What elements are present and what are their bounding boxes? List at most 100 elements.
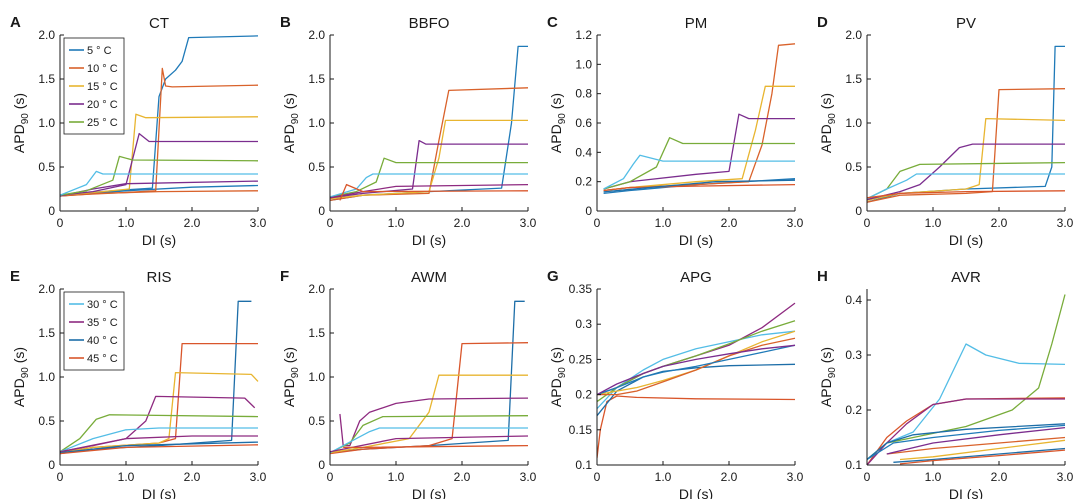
y-tick-label: 0.5 bbox=[38, 414, 55, 428]
y-tick-label: 0.4 bbox=[575, 145, 592, 159]
y-axis-label: APD90 (s) bbox=[11, 347, 31, 407]
series-line-2 bbox=[330, 374, 528, 454]
x-tick-label: 0 bbox=[594, 470, 601, 484]
panel-C: 0 1.0 2.0 3.0 0 0.2 0.4 0.6 0.8 1.0 1.2 DI (s) APD90… bbox=[547, 14, 804, 248]
y-axis-label: APD90 (s) bbox=[548, 347, 568, 407]
series-line-6 bbox=[867, 190, 1066, 199]
y-tick-label: 1.0 bbox=[575, 57, 592, 71]
series-line-5 bbox=[867, 424, 1066, 461]
series-line-3 bbox=[867, 143, 1065, 201]
x-tick-label: 1.0 bbox=[655, 470, 672, 484]
series-line-5 bbox=[60, 427, 258, 453]
legend-label: 40 ° C bbox=[87, 335, 118, 347]
y-tick-label: 0.5 bbox=[845, 160, 862, 174]
series-line-4 bbox=[60, 113, 259, 196]
x-tick-label: 3.0 bbox=[520, 470, 537, 484]
series-group bbox=[603, 43, 796, 195]
legend-box bbox=[63, 291, 125, 371]
y-axis-label: APD90 (s) bbox=[281, 347, 301, 407]
x-tick-label: 2.0 bbox=[454, 216, 471, 230]
series-line-6 bbox=[597, 337, 796, 396]
y-tick-label: 0.2 bbox=[575, 388, 592, 402]
y-tick-label: 0.8 bbox=[575, 87, 592, 101]
panel-title: RIS bbox=[146, 269, 171, 286]
panel-letter: C bbox=[547, 14, 558, 31]
y-tick-label: 2.0 bbox=[38, 28, 55, 42]
series-line-5 bbox=[597, 330, 796, 396]
y-tick-label: 0 bbox=[855, 204, 862, 218]
x-axis-label: DI (s) bbox=[412, 486, 446, 499]
x-tick-label: 1.0 bbox=[118, 470, 135, 484]
series-line-0 bbox=[597, 395, 796, 459]
panel-letter: D bbox=[817, 14, 828, 31]
panel-letter: A bbox=[10, 14, 21, 31]
series-line-1 bbox=[867, 88, 1066, 203]
series-line-5 bbox=[330, 427, 528, 454]
series-line-3 bbox=[867, 398, 1065, 465]
x-tick-label: 3.0 bbox=[520, 216, 537, 230]
y-tick-label: 0.35 bbox=[569, 282, 593, 296]
y-tick-label: 0 bbox=[48, 204, 55, 218]
x-axis-label: DI (s) bbox=[142, 232, 176, 248]
panel-title: PM bbox=[685, 15, 708, 32]
legend-label: 10 ° C bbox=[87, 63, 118, 75]
series-group bbox=[60, 35, 259, 197]
panel-F: 0 1.0 2.0 3.0 0 0.5 1.0 1.5 2.0 DI (s) APD90 (s) AW… bbox=[280, 268, 537, 499]
x-tick-label: 3.0 bbox=[787, 216, 804, 230]
series-line-5 bbox=[867, 173, 1065, 200]
series-line-6 bbox=[60, 435, 258, 453]
y-axis-label: APD90 (s) bbox=[548, 93, 568, 153]
series-line-7 bbox=[603, 179, 796, 193]
panel-title: APG bbox=[680, 269, 712, 286]
series-line-6 bbox=[886, 436, 1066, 455]
series-line-7 bbox=[60, 155, 259, 196]
series-line-5 bbox=[330, 173, 528, 198]
y-tick-label: 1.0 bbox=[308, 370, 325, 384]
y-tick-label: 0 bbox=[318, 204, 325, 218]
y-axis-label: APD90 (s) bbox=[818, 93, 838, 153]
y-tick-label: 1.0 bbox=[38, 370, 55, 384]
x-axis-label: DI (s) bbox=[949, 232, 983, 248]
series-line-8 bbox=[886, 426, 1066, 455]
x-tick-label: 0 bbox=[327, 216, 334, 230]
x-tick-label: 3.0 bbox=[787, 470, 804, 484]
x-axis-label: DI (s) bbox=[412, 232, 446, 248]
series-line-6 bbox=[330, 183, 529, 199]
panel-A: 0 1.0 2.0 3.0 0 0.5 1.0 1.5 2.0 DI (s) APD90 (s) CT… bbox=[10, 14, 267, 248]
series-line-7 bbox=[597, 344, 796, 396]
series-line-5 bbox=[603, 154, 795, 190]
y-tick-label: 0 bbox=[585, 204, 592, 218]
x-tick-label: 2.0 bbox=[991, 216, 1008, 230]
series-line-0 bbox=[330, 45, 528, 202]
y-tick-label: 0.1 bbox=[845, 458, 862, 472]
series-group bbox=[867, 45, 1066, 203]
x-tick-label: 1.0 bbox=[118, 216, 135, 230]
x-tick-label: 0 bbox=[594, 216, 601, 230]
panel-title: BBFO bbox=[409, 15, 450, 32]
series-line-7 bbox=[899, 439, 1066, 461]
y-tick-label: 0.6 bbox=[575, 116, 592, 130]
series-line-7 bbox=[339, 183, 529, 201]
y-tick-label: 2.0 bbox=[38, 282, 55, 296]
panel-G: 0 1.0 2.0 3.0 0.1 0.15 0.2 0.25 0.3 0.35 DI (s) APD… bbox=[547, 268, 804, 499]
series-line-2 bbox=[330, 119, 528, 200]
x-tick-label: 0 bbox=[327, 470, 334, 484]
y-axis-label: APD90 (s) bbox=[11, 93, 31, 153]
panel-H: 0 1.0 2.0 3.0 0.1 0.2 0.3 0.4 DI (s) APD90 (s) AVR… bbox=[817, 268, 1074, 499]
panel-E: 0 1.0 2.0 3.0 0 0.5 1.0 1.5 2.0 DI (s) APD90 (s) RI… bbox=[10, 268, 267, 499]
series-line-3 bbox=[330, 139, 528, 199]
panel-letter: E bbox=[10, 268, 20, 285]
y-tick-label: 1.5 bbox=[38, 326, 55, 340]
series-line-3 bbox=[60, 190, 259, 197]
series-group bbox=[60, 300, 259, 455]
panel-B: 0 1.0 2.0 3.000.51.01.52.0DI (s)APD90 (s)BB… bbox=[280, 14, 537, 248]
series-line-2 bbox=[60, 371, 259, 454]
x-tick-label: 0 bbox=[57, 470, 64, 484]
x-axis-label: DI (s) bbox=[679, 486, 713, 499]
panel-title: CT bbox=[149, 15, 169, 32]
series-line-4 bbox=[330, 157, 528, 198]
y-tick-label: 0 bbox=[318, 458, 325, 472]
y-tick-label: 1.0 bbox=[308, 116, 325, 130]
series-line-4 bbox=[603, 137, 795, 190]
x-axis-label: DI (s) bbox=[949, 486, 983, 499]
